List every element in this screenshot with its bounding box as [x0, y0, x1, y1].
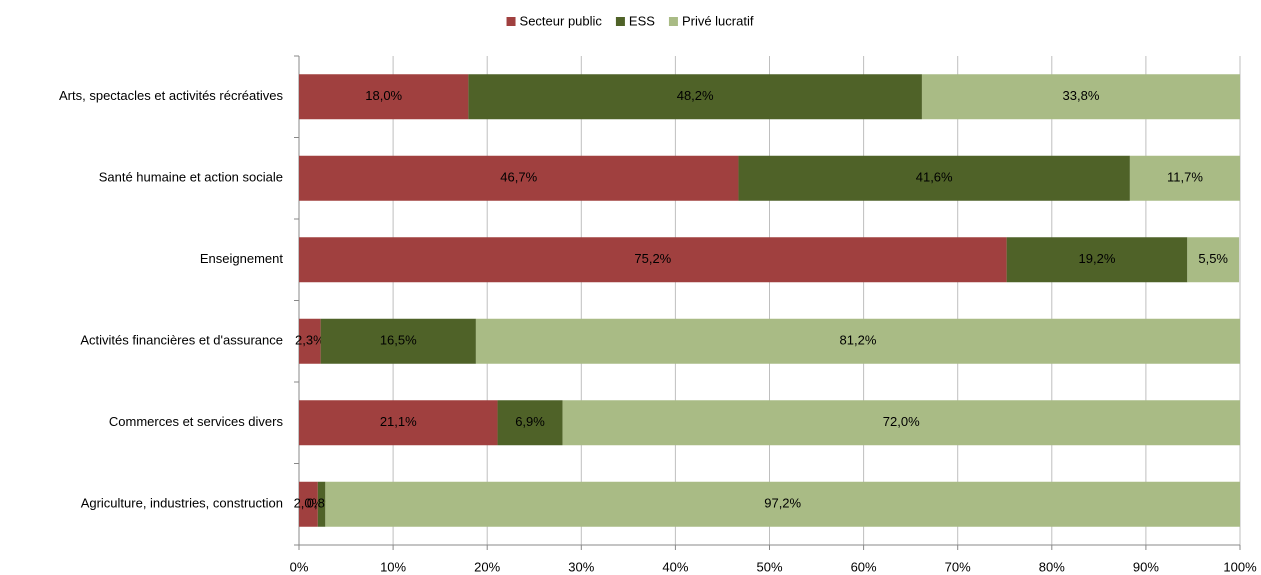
- y-tick-label: Activités financières et d'assurance: [80, 333, 283, 348]
- data-label: 18,0%: [365, 88, 402, 103]
- bar-segment: [497, 400, 563, 446]
- bar-segment: [475, 318, 1241, 364]
- bar-segment: [320, 318, 476, 364]
- data-label: 16,5%: [380, 333, 417, 348]
- data-label: 11,7%: [1167, 170, 1203, 185]
- x-tick-label: 70%: [945, 559, 971, 574]
- data-label: 5,5%: [1198, 251, 1228, 266]
- data-label: 97,2%: [764, 496, 801, 511]
- x-tick-label: 60%: [851, 559, 877, 574]
- data-label: 46,7%: [500, 170, 537, 185]
- data-label: 19,2%: [1079, 251, 1116, 266]
- bar-segment: [299, 400, 498, 446]
- x-tick-label: 0%: [290, 559, 309, 574]
- bar-segment: [738, 155, 1130, 201]
- x-tick-label: 20%: [474, 559, 500, 574]
- bar-segment: [299, 155, 739, 201]
- data-label: 81,2%: [840, 333, 877, 348]
- legend-label: Secteur public: [520, 13, 603, 28]
- y-tick-label: Santé humaine et action sociale: [99, 170, 283, 185]
- bar-segment: [468, 74, 922, 120]
- data-label: 75,2%: [634, 251, 671, 266]
- data-label: 33,8%: [1063, 88, 1100, 103]
- y-tick-label: Enseignement: [200, 251, 283, 266]
- data-label: 48,2%: [677, 88, 714, 103]
- x-tick-label: 50%: [756, 559, 782, 574]
- bar-segment: [325, 481, 1240, 527]
- x-tick-label: 10%: [380, 559, 406, 574]
- bar-segment: [1187, 237, 1240, 283]
- x-tick-label: 30%: [568, 559, 594, 574]
- legend-label: ESS: [629, 13, 655, 28]
- bar-segment: [921, 74, 1240, 120]
- bar-segment: [562, 400, 1240, 446]
- y-tick-label: Commerces et services divers: [109, 414, 284, 429]
- legend-swatch: [615, 17, 625, 26]
- bar-segment: [1006, 237, 1188, 283]
- bar-segment: [1129, 155, 1240, 201]
- x-tick-label: 90%: [1133, 559, 1159, 574]
- x-tick-label: 100%: [1223, 559, 1257, 574]
- bar-segment: [299, 74, 469, 120]
- bar-segment: [299, 481, 318, 527]
- x-tick-label: 40%: [662, 559, 688, 574]
- y-tick-label: Arts, spectacles et activités récréative…: [59, 88, 283, 103]
- data-label: 6,9%: [515, 414, 545, 429]
- data-label: 2,3%: [295, 333, 325, 348]
- bar-segment: [299, 237, 1007, 283]
- legend-swatch: [668, 17, 678, 26]
- x-tick-label: 80%: [1039, 559, 1065, 574]
- y-tick-label: Agriculture, industries, construction: [81, 496, 283, 511]
- data-label: 2,0%: [294, 496, 324, 511]
- data-label: 41,6%: [916, 170, 953, 185]
- data-label: 72,0%: [883, 414, 920, 429]
- legend-swatch: [506, 17, 516, 26]
- legend-label: Privé lucratif: [682, 13, 754, 28]
- bar-segment: [317, 481, 326, 527]
- data-label: 21,1%: [380, 414, 417, 429]
- bar-segment: [299, 318, 321, 364]
